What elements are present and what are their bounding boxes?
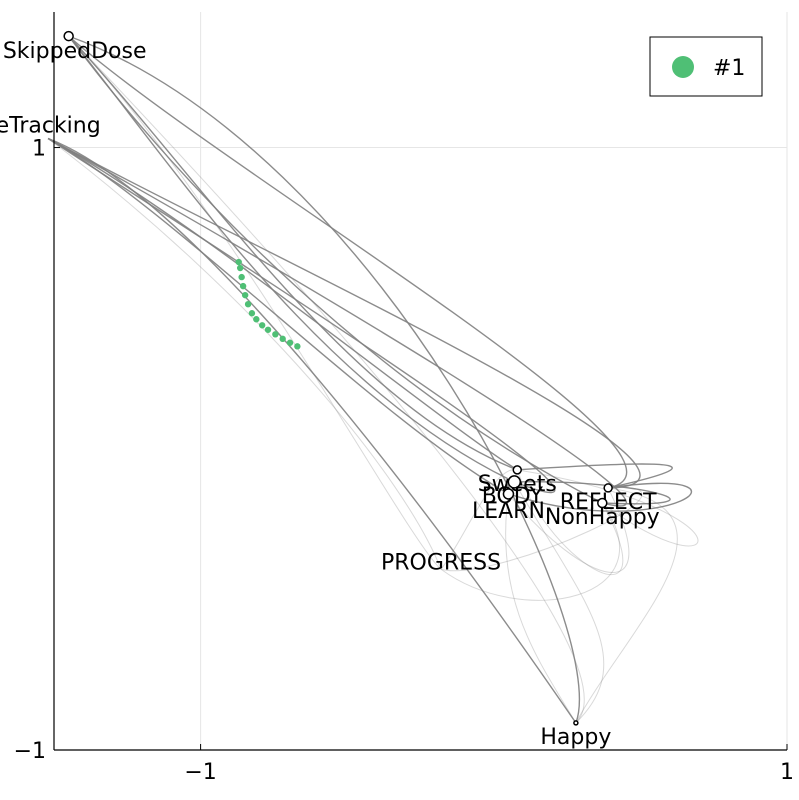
- y-tick-label-1: 1: [32, 137, 46, 162]
- edge-curve-13: [68, 35, 581, 724]
- edge-curve-14: [68, 35, 585, 724]
- edge-curve-9: [47, 137, 577, 724]
- edge-curve-6: [47, 137, 641, 489]
- node-marker-nonhappy: [597, 497, 608, 509]
- series-0-point-12: [286, 339, 294, 346]
- series-points: [235, 258, 301, 350]
- node-marker-skippeddose: [63, 30, 74, 42]
- series-0-point-5: [244, 300, 252, 308]
- legend-box: [649, 36, 763, 97]
- edge-curve-10: [517, 463, 673, 489]
- edge-curve-24: [68, 35, 442, 570]
- edge-curve-17: [440, 486, 643, 572]
- node-label-nonhappy: NonHappy: [545, 505, 660, 530]
- node-label-happy: Happy: [540, 725, 611, 750]
- node-label-progress: PROGRESS: [381, 550, 501, 575]
- series-0-point-1: [236, 264, 244, 272]
- legend: #1: [649, 36, 763, 97]
- node-marker-happy: [573, 720, 579, 726]
- axes: [53, 12, 787, 751]
- edge-curves: [47, 35, 699, 724]
- edge-curve-15: [47, 138, 442, 570]
- node-label-etracking: eTracking: [0, 114, 101, 139]
- x-tick-label-0: −1: [184, 760, 216, 785]
- edge-curve-23: [516, 469, 624, 576]
- series-0-point-4: [241, 291, 249, 299]
- series-0-point-10: [272, 331, 279, 338]
- edge-curve-20: [513, 481, 605, 724]
- node-marker-body: [507, 475, 522, 489]
- series-0-point-9: [264, 326, 272, 333]
- series-0-point-8: [258, 322, 266, 329]
- edge-curve-1: [68, 35, 603, 504]
- edge-curve-8: [47, 137, 556, 494]
- legend-label: #1: [713, 56, 745, 81]
- series-0-point-6: [248, 310, 256, 317]
- edge-curve-12: [508, 482, 693, 512]
- edge-curve-3: [68, 35, 515, 483]
- edge-curve-4: [47, 137, 518, 471]
- series-0-point-3: [239, 282, 247, 290]
- series-0-point-13: [294, 343, 301, 350]
- legend-marker: [672, 56, 694, 78]
- x-tick-label-1: 1: [780, 760, 794, 785]
- edge-curve-19: [505, 493, 577, 724]
- edge-curve-18: [440, 502, 620, 601]
- grid-lines: [54, 12, 788, 751]
- edge-curve-5: [47, 137, 627, 507]
- edge-curve-21: [517, 469, 699, 547]
- tick-labels: −1 1 −1 1: [14, 137, 794, 785]
- edge-curve-0: [68, 35, 518, 471]
- series-0-point-7: [253, 316, 260, 323]
- node-label-reflect: REFLECT: [560, 490, 657, 515]
- edge-curve-2: [68, 35, 628, 489]
- series-0-point-2: [238, 273, 245, 281]
- edge-curve-25: [575, 487, 678, 724]
- node-marker-learn: [502, 488, 515, 500]
- series-0-point-0: [235, 258, 242, 266]
- nodes: SkippedDoseeTrackingSweetsBODYLEARNREFLE…: [0, 30, 660, 750]
- node-marker-reflect: [603, 483, 613, 493]
- edge-curve-11: [514, 480, 671, 505]
- edge-curve-22: [508, 487, 630, 574]
- node-label-learn: LEARN: [472, 499, 545, 524]
- edge-curve-16: [440, 469, 518, 570]
- series-0-point-11: [279, 335, 286, 343]
- y-tick-label-0: −1: [14, 739, 46, 764]
- node-marker-sweets: [512, 465, 523, 475]
- node-label-skippeddose: SkippedDose: [3, 39, 147, 64]
